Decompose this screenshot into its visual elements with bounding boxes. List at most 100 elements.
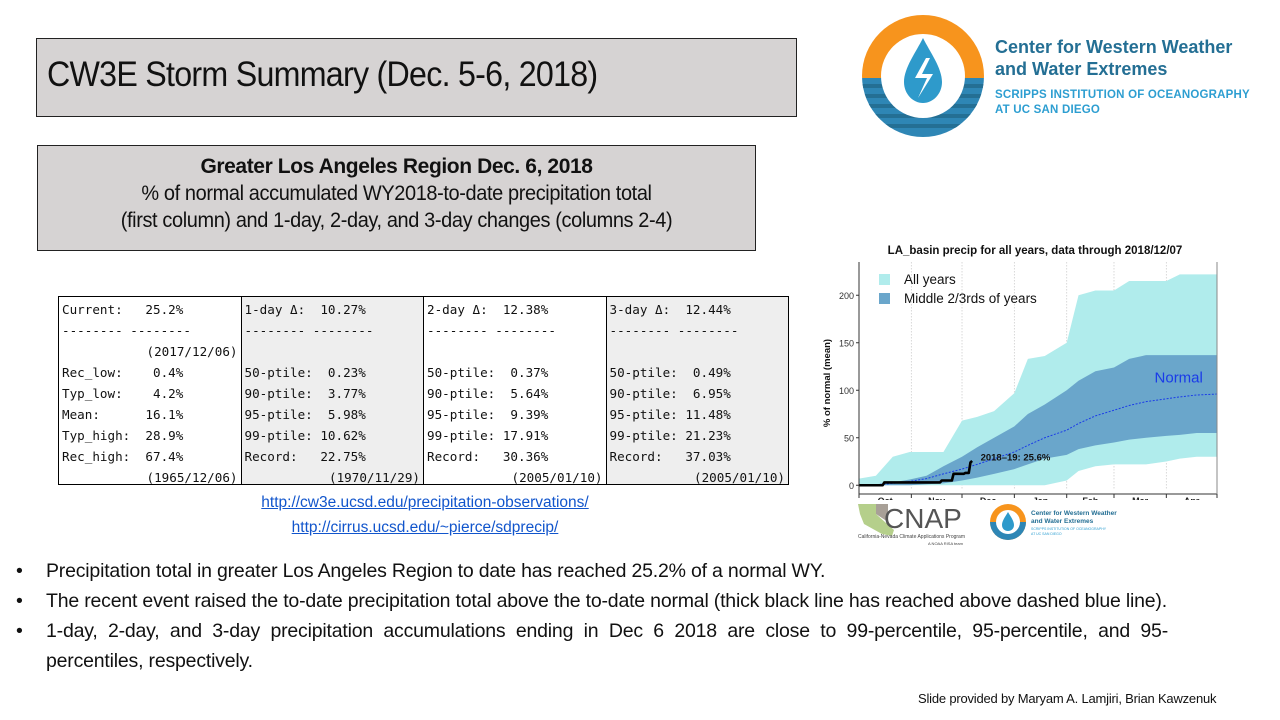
stat-row: 99-ptile: 21.23% [609, 428, 731, 443]
precip-chart: LA_basin precip for all years, data thro… [822, 245, 1218, 500]
x-tick-label: Jan [1033, 496, 1049, 500]
stat-row: Typ_low: 4.2% [62, 386, 184, 401]
bullet-text: 1-day, 2-day, and 3-day precipitation ac… [46, 620, 1168, 672]
california-map-icon [858, 504, 894, 536]
subtitle-line-3: (first column) and 1-day, 2-day, and 3-d… [120, 209, 673, 232]
column-separator: -------- -------- [609, 323, 739, 338]
summary-bullets: • Precipitation total in greater Los Ange… [16, 556, 1168, 676]
x-tick-label: Dec [980, 496, 997, 500]
x-tick-label: Mar [1132, 496, 1149, 500]
link-cirrus-sdprecip[interactable]: http://cirrus.ucsd.edu/~pierce/sdprecip/ [291, 519, 559, 536]
stat-row: 50-ptile: 0.37% [427, 365, 549, 380]
institution-name: SCRIPPS INSTITUTION OF OCEANOGRAPHY AT U… [995, 88, 1250, 118]
stat-row: 95-ptile: 11.48% [609, 407, 731, 422]
date-top [427, 341, 606, 362]
bullet-dot-icon: • [16, 560, 23, 582]
column-header: Current: 25.2% [62, 302, 184, 317]
middle-two-thirds-band [859, 355, 1217, 486]
bullet-text: Precipitation total in greater Los Angel… [46, 560, 826, 582]
column-header: 2-day Δ: 12.38% [427, 302, 549, 317]
stat-row: Typ_high: 28.9% [62, 428, 184, 443]
slide-credit: Slide provided by Maryam A. Lamjiri, Bri… [918, 691, 1217, 706]
institution-line-2: AT UC SAN DIEGO [995, 104, 1101, 116]
y-tick-label: 100 [839, 386, 854, 396]
x-tick-label: Oct [878, 496, 893, 500]
stat-row: 90-ptile: 5.64% [427, 386, 549, 401]
cw3e-small-line-3: SCRIPPS INSTITUTION OF OCEANOGRAPHY [1031, 527, 1107, 531]
stat-row: 50-ptile: 0.23% [244, 365, 366, 380]
column-header: 3-day Δ: 12.44% [609, 302, 731, 317]
stat-row: 99-ptile: 10.62% [244, 428, 366, 443]
cw3e-small-logo: Center for Western Weather and Water Ext… [990, 504, 1117, 540]
chart-title: LA_basin precip for all years, data thro… [888, 245, 1183, 257]
bottom-logos: CNAP California-Nevada Climate Applicati… [856, 500, 1136, 550]
partner-logos: CNAP California-Nevada Climate Applicati… [858, 503, 1117, 546]
region-heading: Greater Los Angeles Region Dec. 6, 2018 [200, 155, 593, 178]
cw3e-small-line-4: AT UC SAN DIEGO [1031, 532, 1062, 536]
y-tick-label: 0 [849, 481, 854, 491]
y-tick-label: 50 [844, 433, 854, 443]
date-bottom: (2005/01/10) [511, 470, 603, 485]
bullet-text: The recent event raised the to-date prec… [46, 590, 1167, 612]
stat-row: 50-ptile: 0.49% [609, 365, 731, 380]
cnap-wordmark: CNAP [884, 503, 962, 534]
slide-title-box: CW3E Storm Summary (Dec. 5-6, 2018) [36, 38, 797, 117]
stat-row: Record: 37.03% [609, 449, 731, 464]
date-top [245, 341, 424, 362]
stat-row: 95-ptile: 9.39% [427, 407, 549, 422]
date-bottom: (1965/12/06) [146, 470, 238, 485]
stats-column-current: Current: 25.2% -------- -------- (2017/1… [59, 297, 241, 485]
bullet-dot-icon: • [16, 620, 23, 642]
stat-row: 95-ptile: 5.98% [244, 407, 366, 422]
cnap-logo: CNAP California-Nevada Climate Applicati… [858, 503, 965, 546]
legend-swatch [879, 293, 890, 304]
subtitle-box: Greater Los Angeles Region Dec. 6, 2018 … [37, 145, 756, 251]
current-year-line [859, 459, 974, 487]
stats-column-3day: 3-day Δ: 12.44% -------- -------- 50-pti… [605, 297, 789, 485]
stat-row: Rec_low: 0.4% [62, 365, 184, 380]
cnap-full-name: California-Nevada Climate Applications P… [858, 534, 965, 540]
column-separator: -------- -------- [244, 323, 374, 338]
stat-row: Record: 30.36% [427, 449, 549, 464]
date-bottom: (1970/11/29) [329, 470, 420, 485]
stat-row: 90-ptile: 6.95% [609, 386, 731, 401]
normal-annotation: Normal [1155, 370, 1203, 387]
bullet-item: • 1-day, 2-day, and 3-day precipitation … [16, 616, 1168, 676]
date-bottom: (2005/01/10) [694, 470, 785, 485]
source-links: http://cw3e.ucsd.edu/precipitation-obser… [220, 490, 630, 540]
slide-title: CW3E Storm Summary (Dec. 5-6, 2018) [47, 55, 598, 94]
chart-y-axis-label: % of normal (mean) [822, 339, 833, 427]
precip-stats-table: Current: 25.2% -------- -------- (2017/1… [58, 296, 789, 485]
nevada-map-icon [876, 504, 888, 522]
legend-swatch [879, 274, 890, 285]
stats-column-2day: 2-day Δ: 12.38% -------- -------- 50-pti… [423, 297, 606, 485]
org-name: Center for Western Weather and Water Ext… [995, 36, 1232, 80]
x-tick-label: Apr [1184, 496, 1200, 500]
stat-row: Record: 22.75% [244, 449, 366, 464]
bullet-item: • Precipitation total in greater Los Ange… [16, 556, 1168, 586]
cnap-subtitle: A NOAA RISA team [928, 541, 964, 546]
date-top: (2017/12/06) [146, 344, 238, 359]
column-separator: -------- -------- [62, 323, 191, 338]
subtitle-line-2: % of normal accumulated WY2018-to-date p… [141, 182, 652, 205]
org-name-line-2: and Water Extremes [995, 59, 1168, 79]
y-tick-label: 200 [839, 291, 854, 301]
column-separator: -------- -------- [427, 323, 556, 338]
org-name-line-1: Center for Western Weather [995, 37, 1233, 57]
institution-line-1: SCRIPPS INSTITUTION OF OCEANOGRAPHY [995, 89, 1250, 101]
normal-line [858, 393, 1218, 486]
stat-row: 99-ptile: 17.91% [427, 428, 549, 443]
bullet-item: • The recent event raised the to-date pre… [16, 586, 1168, 616]
stat-row: Mean: 16.1% [62, 407, 184, 422]
column-header: 1-day Δ: 10.27% [244, 302, 366, 317]
legend-label: All years [904, 272, 956, 287]
link-cw3e-precip-observations[interactable]: http://cw3e.ucsd.edu/precipitation-obser… [261, 494, 589, 511]
cw3e-small-line-1: Center for Western Weather [1031, 510, 1117, 517]
x-tick-label: Feb [1082, 496, 1099, 500]
date-top [610, 341, 789, 362]
current-year-annotation: 2018–19: 25.6% [981, 453, 1051, 464]
cw3e-emblem-icon [862, 15, 984, 137]
stats-column-1day: 1-day Δ: 10.27% -------- -------- 50-pti… [240, 297, 424, 485]
cw3e-logo: Center for Western Weather and Water Ext… [860, 14, 1280, 138]
bullet-dot-icon: • [16, 590, 23, 612]
